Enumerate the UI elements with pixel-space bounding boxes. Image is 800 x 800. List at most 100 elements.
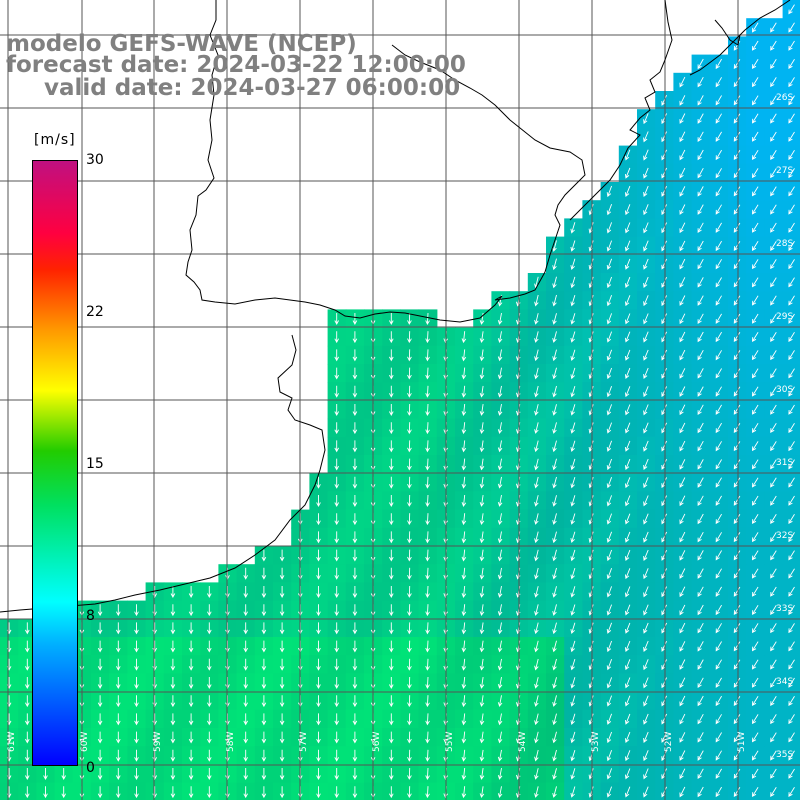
wind-arrows bbox=[6, 4, 795, 799]
wind-arrow bbox=[334, 495, 339, 507]
wind-arrow bbox=[552, 549, 557, 562]
wind-arrow bbox=[715, 677, 722, 688]
wind-arrow bbox=[534, 713, 539, 726]
wind-arrow bbox=[570, 367, 576, 380]
wind-arrow bbox=[334, 531, 339, 544]
wind-arrow bbox=[643, 422, 649, 434]
wind-arrow bbox=[661, 768, 668, 780]
wind-arrow bbox=[497, 677, 503, 689]
wind-arrow bbox=[624, 276, 631, 288]
wind-arrow bbox=[752, 77, 759, 88]
wind-arrow bbox=[534, 622, 539, 635]
wind-arrow bbox=[606, 586, 613, 598]
wind-arrow bbox=[152, 731, 157, 744]
wind-arrow bbox=[461, 676, 467, 689]
wind-arrow bbox=[643, 367, 649, 379]
wind-arrow bbox=[407, 695, 412, 708]
wind-arrow bbox=[606, 276, 613, 289]
wind-arrow bbox=[497, 495, 503, 507]
wind-arrow bbox=[679, 76, 686, 88]
wind-arrow bbox=[679, 622, 686, 634]
wind-arrow bbox=[733, 350, 741, 361]
wind-arrow bbox=[661, 186, 668, 197]
wind-arrow bbox=[97, 768, 103, 780]
wind-arrow bbox=[407, 786, 412, 799]
wind-arrow bbox=[334, 476, 339, 489]
wind-arrow bbox=[643, 331, 649, 343]
wind-arrow bbox=[134, 749, 139, 762]
wind-arrow bbox=[170, 658, 176, 671]
wind-arrow bbox=[752, 732, 759, 743]
wind-arrow bbox=[334, 349, 339, 362]
wind-arrow bbox=[624, 367, 631, 379]
wind-arrow bbox=[643, 167, 649, 179]
wind-arrow bbox=[243, 713, 248, 726]
wind-arrow bbox=[425, 622, 430, 635]
valid-date: valid date: 2024-03-27 06:00:00 bbox=[44, 75, 461, 101]
wind-arrow bbox=[788, 532, 795, 543]
wind-arrow bbox=[733, 659, 741, 670]
wind-arrow bbox=[407, 531, 412, 544]
wind-arrow bbox=[752, 404, 759, 415]
wind-arrow bbox=[570, 258, 576, 270]
wind-arrow bbox=[788, 495, 795, 506]
wind-arrow bbox=[624, 513, 631, 525]
latitude-label: 31S bbox=[776, 458, 793, 468]
wind-arrow bbox=[116, 658, 121, 671]
wind-arrow bbox=[152, 622, 157, 635]
wind-arrow bbox=[479, 713, 485, 726]
wind-arrow bbox=[606, 495, 613, 507]
wind-arrow bbox=[624, 313, 631, 325]
wind-arrow bbox=[97, 658, 103, 671]
wind-arrow bbox=[570, 476, 576, 489]
wind-arrow bbox=[606, 185, 613, 198]
wind-arrow bbox=[570, 385, 576, 398]
wind-arrow bbox=[643, 440, 649, 452]
wind-arrow bbox=[570, 313, 576, 325]
wind-arrow bbox=[552, 476, 557, 489]
wind-arrow bbox=[407, 367, 412, 380]
wind-arrow bbox=[788, 422, 795, 433]
wind-arrow bbox=[733, 131, 741, 142]
wind-arrow bbox=[570, 440, 576, 452]
wind-arrow bbox=[715, 295, 722, 306]
wind-arrow bbox=[334, 677, 339, 689]
wind-arrow bbox=[570, 531, 576, 543]
wind-arrow bbox=[243, 567, 248, 580]
wind-arrow bbox=[389, 313, 394, 325]
wind-arrow bbox=[770, 422, 777, 433]
wind-arrow bbox=[606, 349, 613, 361]
wind-arrow bbox=[334, 658, 339, 671]
wind-arrow bbox=[152, 677, 157, 689]
wind-arrow bbox=[552, 658, 557, 671]
model-title: modelo GEFS-WAVE (NCEP) bbox=[6, 31, 357, 57]
wind-arrow bbox=[752, 768, 759, 779]
wind-arrow bbox=[352, 567, 358, 580]
wind-arrow bbox=[334, 604, 339, 617]
wind-arrow bbox=[679, 258, 686, 270]
wind-arrow bbox=[752, 131, 759, 142]
wind-arrow bbox=[624, 713, 631, 725]
wind-arrow bbox=[624, 695, 631, 707]
wind-arrow bbox=[552, 695, 557, 707]
wind-arrow bbox=[733, 204, 741, 215]
wind-arrow bbox=[570, 458, 576, 471]
wind-arrow bbox=[188, 677, 194, 689]
wind-arrow bbox=[389, 549, 394, 562]
wind-arrow bbox=[643, 750, 649, 762]
wind-arrow bbox=[407, 513, 412, 526]
wind-arrow bbox=[733, 459, 741, 470]
wind-arrow bbox=[170, 586, 176, 598]
wind-arrow bbox=[497, 640, 503, 653]
wind-arrow bbox=[552, 731, 557, 744]
wind-arrow bbox=[697, 313, 704, 325]
wind-arrow bbox=[624, 222, 631, 234]
longitude-labels: 61W 60W 59W 58W 57W 56W 55W 54W 53W 52W 51W bbox=[7, 732, 747, 752]
wind-arrow bbox=[207, 677, 212, 689]
wind-arrow bbox=[752, 532, 759, 543]
wind-arrow bbox=[733, 714, 741, 725]
wind-arrow bbox=[334, 513, 339, 526]
longitude-label: 51W bbox=[737, 732, 747, 752]
wind-arrow bbox=[788, 477, 795, 488]
wind-arrow bbox=[679, 368, 686, 379]
